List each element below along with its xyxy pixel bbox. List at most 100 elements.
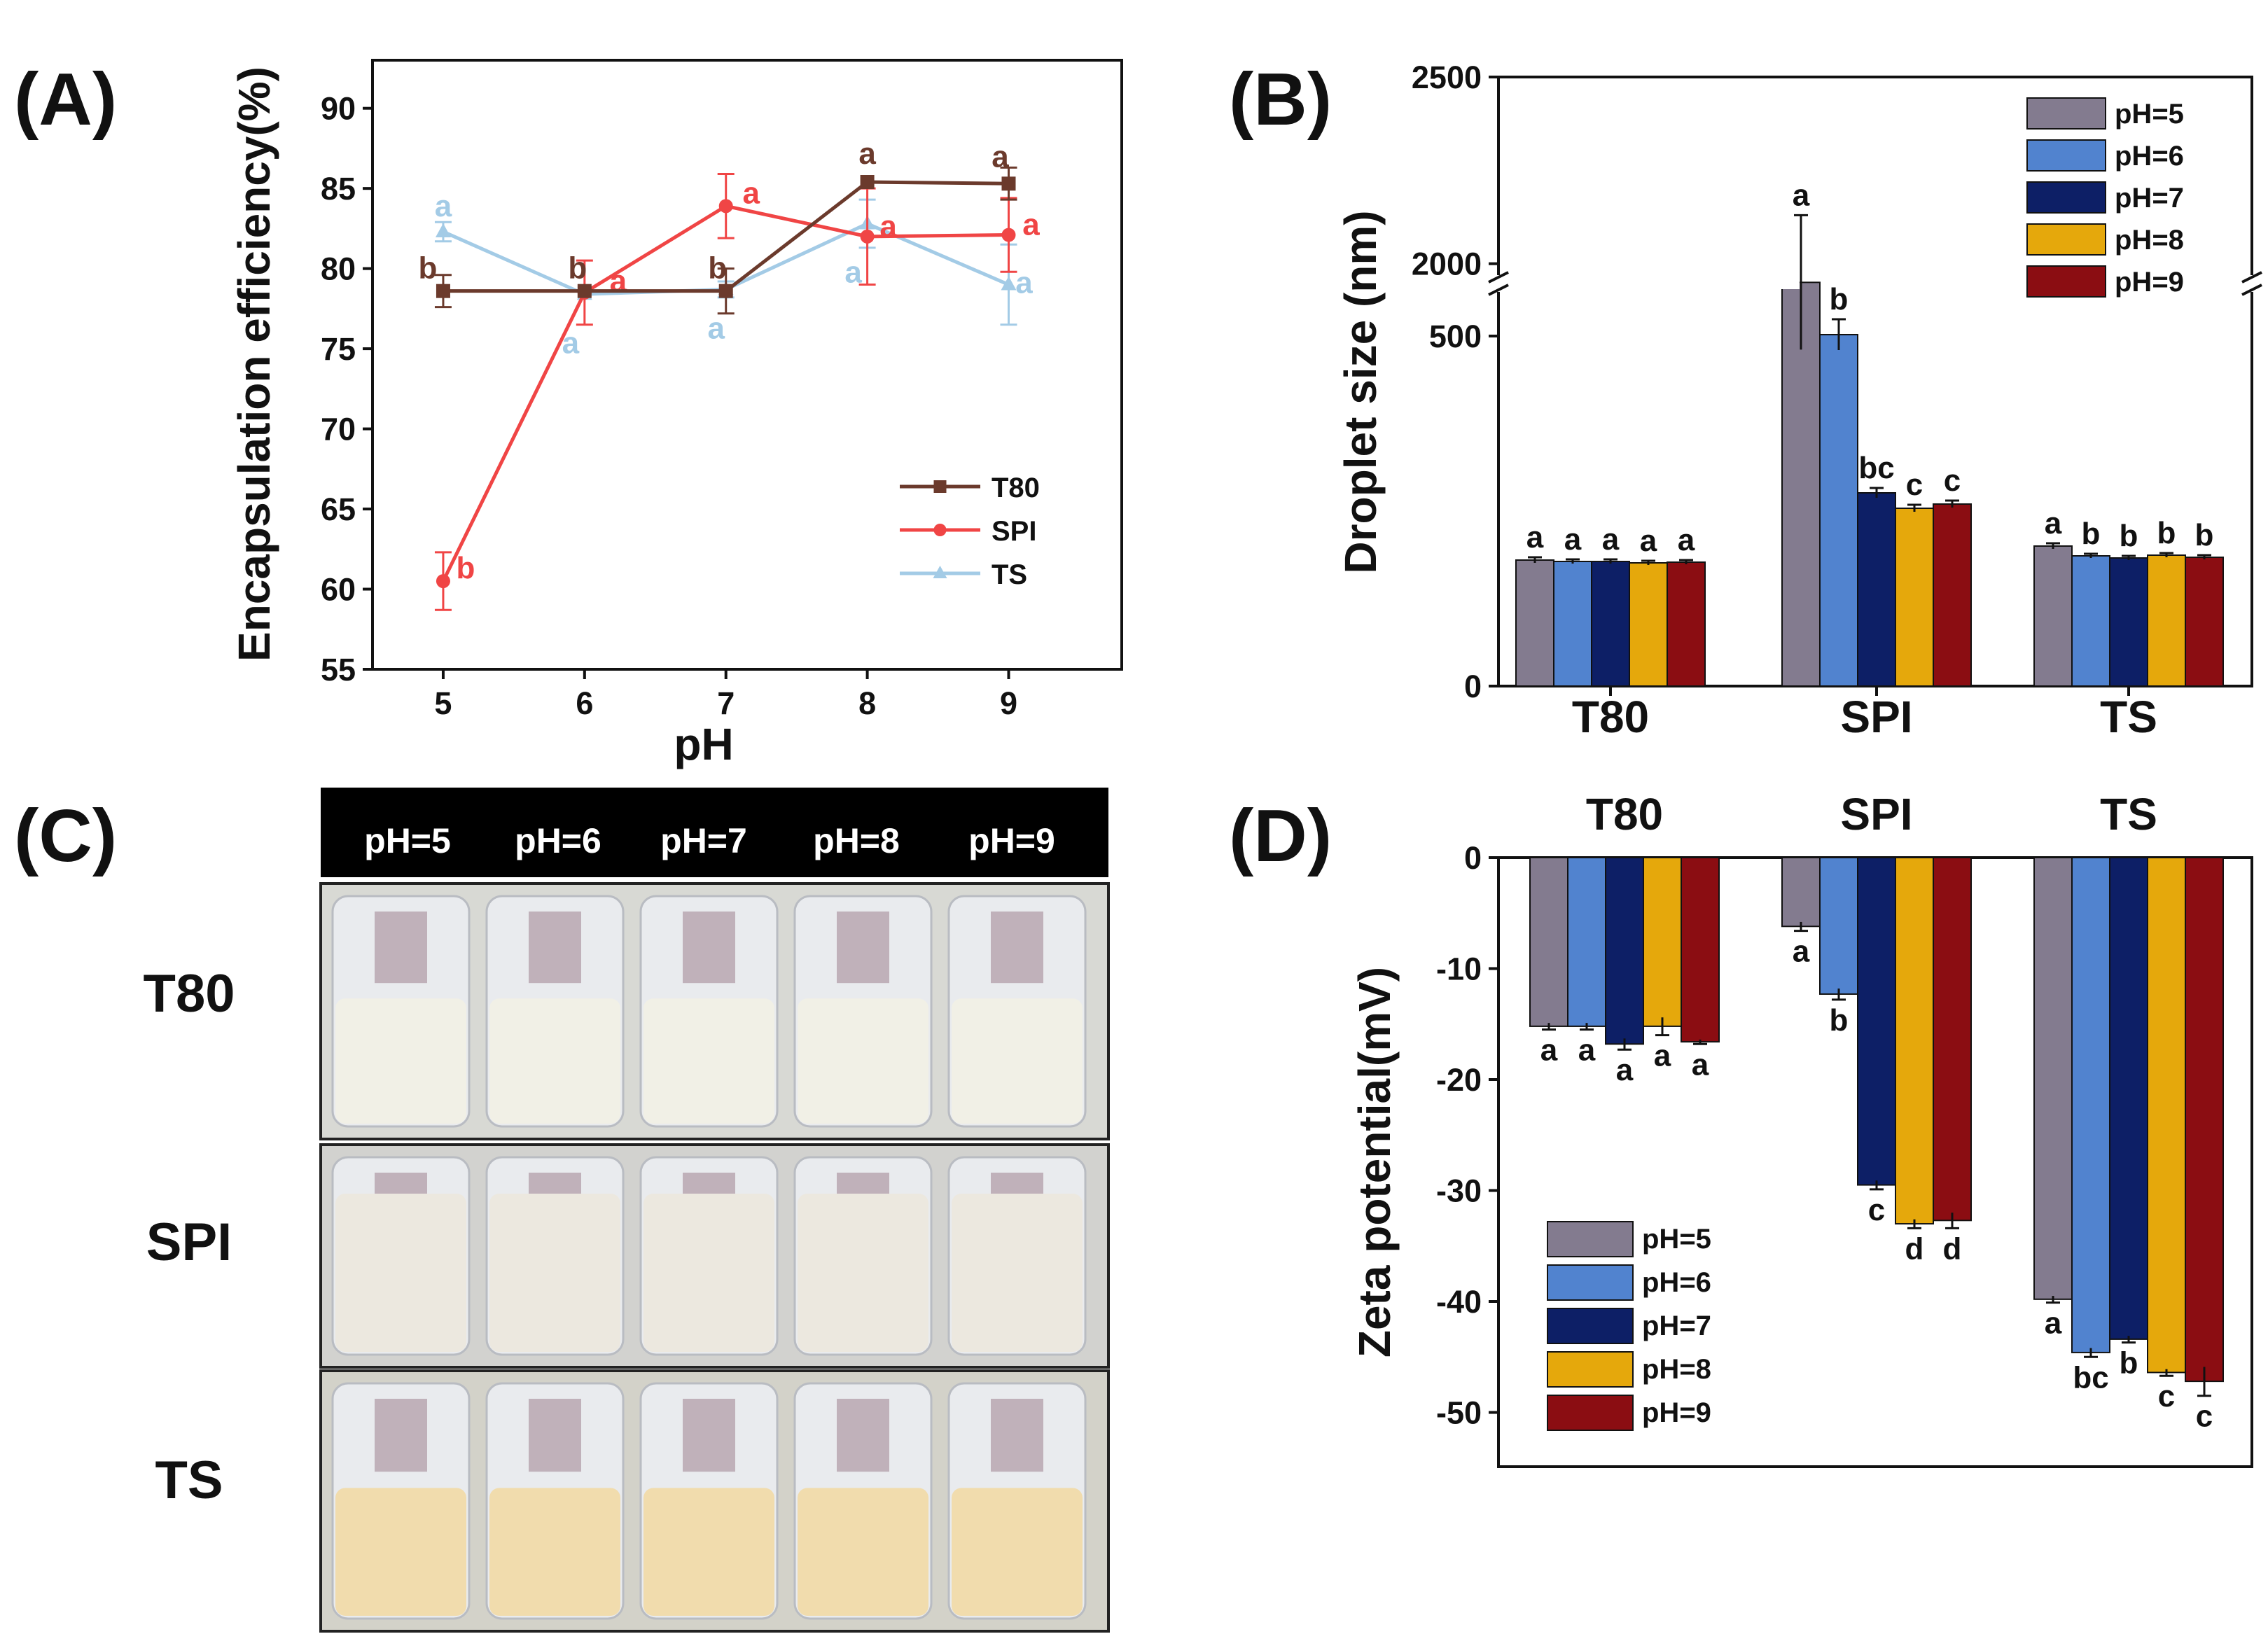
photo-vial-liquid	[798, 1193, 928, 1352]
chart-b-axis-break-mark	[1488, 271, 1509, 284]
photo-vial	[793, 895, 933, 1128]
chart-b-ytick-label: 2500	[1412, 60, 1482, 95]
chart-b-bar-t80-0	[1515, 559, 1554, 687]
photo-vial-liquid	[643, 1488, 774, 1616]
chart-a-legend-label: T80	[992, 473, 1040, 503]
chart-d-legend-swatch	[1547, 1221, 1634, 1257]
chart-d-legend-label: pH=5	[1642, 1224, 1711, 1255]
photo-panel-c: pH=5 pH=6 pH=7 pH=8 pH=9 T80 SPI TS	[144, 788, 1110, 1633]
chart-b-bar-t80-1	[1553, 561, 1592, 687]
chart-a-point	[718, 199, 733, 214]
chart-a-legend-marker	[933, 524, 947, 536]
chart-a-point	[718, 284, 733, 298]
chart-b-bar-t80-2	[1591, 561, 1630, 687]
chart-a-legend-label: SPI	[992, 516, 1036, 547]
chart-d-bar-ts-4	[2185, 857, 2224, 1383]
chart-d-bar-ts-2	[2109, 857, 2148, 1340]
chart-d-ytick-label: 0	[1464, 840, 1482, 876]
chart-b-sig-label: b	[2195, 518, 2214, 552]
chart-d-sig-label: bc	[2073, 1360, 2108, 1395]
photo-vial-liquid	[335, 1488, 466, 1616]
chart-b-sig-label: c	[1944, 463, 1961, 498]
chart-b-legend-item: pH=9	[2026, 265, 2184, 298]
chart-a-series-ts: a a a a a	[435, 189, 1034, 360]
chart-b-legend-label: pH=8	[2115, 225, 2184, 256]
chart-d-category-label: TS	[2100, 789, 2157, 839]
chart-d-sig-label: c	[2158, 1379, 2175, 1413]
chart-d-sig-label: a	[1793, 935, 1810, 969]
chart-b-sig-label: b	[2082, 517, 2101, 551]
chart-b-sig-label: a	[1678, 523, 1695, 557]
chart-a-legend-item-ts: TS	[900, 559, 1027, 590]
chart-d-sig-label: b	[2120, 1346, 2138, 1381]
panel-label-a: (A)	[14, 58, 117, 141]
chart-b-bar-break-gap	[1751, 278, 1800, 289]
chart-d-category-label: T80	[1586, 789, 1663, 839]
chart-a-sig-label: a	[992, 139, 1009, 174]
chart-d-category-label: SPI	[1840, 789, 1912, 839]
chart-a-sig-label: a	[742, 176, 760, 210]
chart-b-axis-break-mark	[1488, 284, 1509, 296]
chart-b-bar-spi-3	[1895, 508, 1934, 687]
chart-b-bar-spi-2	[1857, 492, 1896, 687]
photo-vial-liquid	[489, 1193, 620, 1352]
chart-a-sig-label: a	[858, 137, 876, 171]
photo-vial-liquid	[952, 1193, 1083, 1352]
photo-vial-reflection	[529, 912, 581, 984]
chart-b-axis-break-mark	[2241, 271, 2262, 284]
chart-d-bar-ts-3	[2147, 857, 2186, 1374]
chart-a-point	[1001, 176, 1016, 191]
chart-b-sig-label: b	[2120, 519, 2138, 553]
chart-a-sig-label: a	[435, 189, 452, 223]
chart-d-bar-ts-1	[2071, 857, 2110, 1353]
chart-a-sig-label: b	[418, 251, 437, 286]
photo-vial	[331, 1382, 471, 1620]
chart-a-ytick-label: 60	[321, 572, 356, 608]
photo-vial-reflection	[375, 1399, 427, 1472]
photo-vial	[793, 1382, 933, 1620]
chart-b-legend-label: pH=7	[2115, 183, 2184, 214]
photo-vial-liquid	[643, 1193, 774, 1352]
chart-d-legend-swatch	[1547, 1308, 1634, 1344]
chart-b-ylabel: Droplet size (nm)	[1335, 210, 1386, 573]
chart-d-bar-spi-2	[1857, 857, 1896, 1186]
photo-vial	[947, 895, 1087, 1128]
photo-vial-reflection	[375, 912, 427, 984]
chart-b-legend-label: pH=9	[2115, 267, 2184, 298]
chart-b-category-label: SPI	[1840, 692, 1912, 742]
chart-d-bar-spi-3	[1895, 857, 1934, 1225]
photo-vial-reflection	[683, 1399, 735, 1472]
chart-b-legend-item: pH=8	[2026, 223, 2184, 256]
chart-b-bar-ts-0	[2033, 545, 2073, 687]
chart-a-sig-label: a	[707, 311, 725, 345]
chart-d-ytick-label: -10	[1436, 951, 1482, 987]
chart-b-sig-label: a	[2045, 506, 2062, 540]
chart-d-sig-label: c	[1868, 1193, 1885, 1227]
chart-d-sig-label: a	[1654, 1039, 1671, 1073]
chart-a-frame	[371, 59, 1123, 671]
photo-vial	[639, 1382, 779, 1620]
chart-b-bar-spi-4	[1933, 503, 1972, 687]
chart-a-ylabel: Encapsulation efficiency(%)	[229, 67, 279, 662]
photo-vial-liquid	[489, 1488, 620, 1616]
chart-d-bar-t80-1	[1567, 857, 1606, 1027]
chart-d-legend-item: pH=6	[1547, 1264, 1711, 1301]
photo-vial-liquid	[489, 998, 620, 1124]
chart-b-sig-label: bc	[1858, 451, 1894, 485]
chart-b-sig-label: c	[1906, 468, 1923, 502]
chart-a-xtick-label: 9	[1000, 685, 1017, 721]
photo-vial	[331, 1156, 471, 1356]
chart-d-ytick-label: -40	[1436, 1284, 1482, 1320]
chart-d-sig-label: a	[1692, 1047, 1709, 1082]
chart-d-bar-spi-4	[1933, 857, 1972, 1222]
photo-vial-liquid	[335, 1193, 466, 1352]
chart-a-xtick-label: 7	[717, 685, 735, 721]
chart-b-ytick-label: 2000	[1412, 246, 1482, 282]
chart-a-point	[436, 284, 450, 298]
chart-d-bar-t80-4	[1681, 857, 1720, 1043]
photo-header-label: pH=9	[968, 821, 1055, 860]
chart-a-xtick-label: 8	[858, 685, 876, 721]
chart-b-legend-swatch	[2026, 181, 2106, 214]
chart-b-sig-label: a	[1793, 178, 1810, 212]
chart-a-ytick-label: 75	[321, 331, 356, 367]
